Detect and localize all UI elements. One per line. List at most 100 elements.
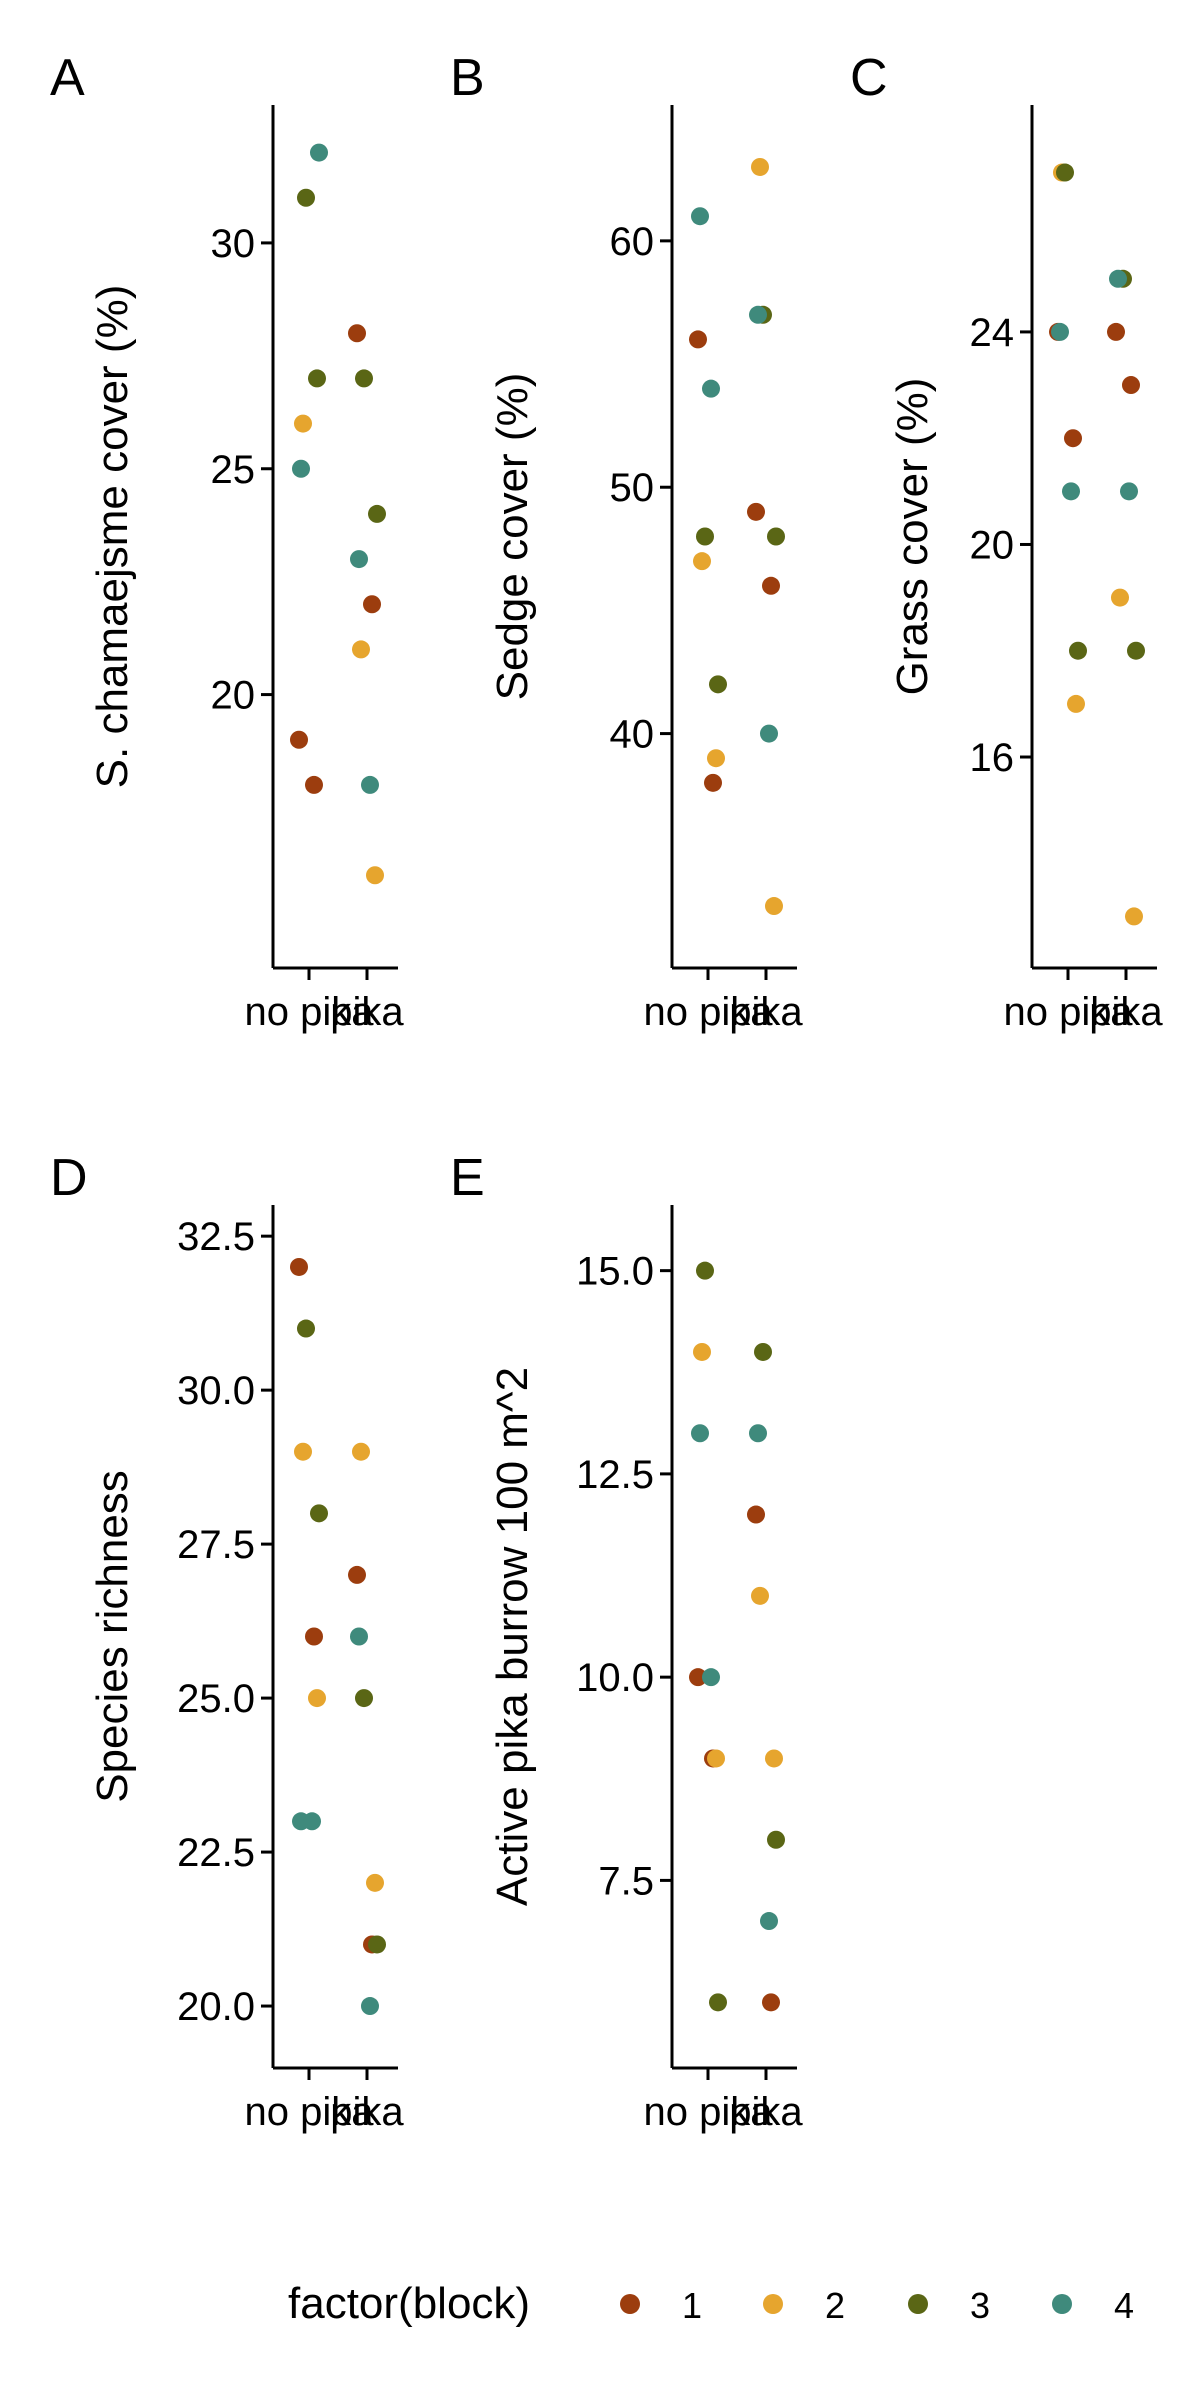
x-tick-label: pika [729, 990, 803, 1034]
data-point-block-1 [348, 1565, 366, 1584]
data-point-block-4 [760, 1912, 778, 1931]
legend-label-1: 1 [682, 2285, 702, 2326]
y-tick-label: 16 [970, 736, 1015, 780]
data-point-block-3 [355, 1689, 373, 1708]
panel-label-d: D [50, 1149, 88, 1207]
y-tick-label: 7.5 [598, 1859, 654, 1903]
data-point-block-4 [702, 1668, 720, 1687]
y-tick-label: 22.5 [177, 1831, 255, 1875]
data-point-block-3 [696, 1261, 714, 1280]
data-point-block-3 [754, 1342, 772, 1361]
data-point-block-4 [1109, 269, 1127, 288]
data-point-block-2 [693, 1342, 711, 1361]
y-tick-label: 27.5 [177, 1523, 255, 1567]
data-point-block-1 [762, 1993, 780, 2012]
data-point-block-2 [352, 1442, 370, 1461]
y-tick-label: 20 [211, 674, 256, 718]
y-tick-label: 30.0 [177, 1369, 255, 1413]
legend-label-4: 4 [1114, 2285, 1134, 2326]
y-tick-label: 32.5 [177, 1215, 255, 1259]
y-axis-title: Sedge cover (%) [488, 373, 537, 701]
legend-key-2 [763, 2294, 783, 2314]
data-point-block-4 [691, 1424, 709, 1443]
data-point-block-3 [709, 1993, 727, 2012]
data-point-block-3 [297, 1319, 315, 1338]
data-point-block-4 [350, 550, 368, 569]
legend-key-1 [620, 2294, 640, 2314]
data-point-block-1 [363, 595, 381, 614]
data-point-block-4 [1062, 482, 1080, 501]
data-point-block-2 [366, 1873, 384, 1892]
data-point-block-2 [707, 749, 725, 768]
y-tick-label: 40 [610, 713, 655, 757]
data-point-block-3 [696, 527, 714, 546]
y-axis-title: Grass cover (%) [888, 378, 937, 696]
data-point-block-4 [350, 1627, 368, 1646]
data-point-block-2 [1067, 694, 1085, 713]
y-tick-label: 24 [970, 311, 1015, 355]
data-point-block-2 [1125, 907, 1143, 926]
y-tick-label: 30 [211, 222, 256, 266]
data-point-block-3 [1056, 163, 1074, 182]
x-tick-label: pika [1089, 990, 1163, 1034]
data-point-block-2 [294, 1442, 312, 1461]
data-point-block-2 [765, 1749, 783, 1768]
data-point-block-1 [1107, 322, 1125, 341]
y-tick-label: 15.0 [576, 1250, 654, 1294]
data-point-block-4 [292, 459, 310, 478]
panel-label-a: A [50, 49, 85, 107]
legend-key-3 [908, 2294, 928, 2314]
x-tick-label: no pika [644, 2090, 774, 2134]
data-point-block-2 [308, 1689, 326, 1708]
legend-title: factor(block) [288, 2279, 530, 2328]
y-tick-label: 20 [970, 523, 1015, 567]
x-tick-label: pika [330, 990, 404, 1034]
data-point-block-3 [767, 527, 785, 546]
data-point-block-3 [310, 1504, 328, 1523]
data-point-block-2 [751, 1586, 769, 1605]
data-point-block-3 [368, 504, 386, 523]
y-tick-label: 12.5 [576, 1453, 654, 1497]
data-point-block-4 [361, 1997, 379, 2016]
data-point-block-1 [747, 1505, 765, 1524]
y-tick-label: 60 [610, 220, 655, 264]
data-point-block-4 [361, 775, 379, 794]
data-point-block-1 [1122, 376, 1140, 395]
data-point-block-1 [1064, 429, 1082, 448]
data-point-block-2 [751, 157, 769, 176]
panel-label-e: E [450, 1149, 485, 1207]
y-tick-label: 25 [211, 448, 256, 492]
x-tick-label: pika [729, 2090, 803, 2134]
legend-label-2: 2 [825, 2285, 845, 2326]
data-point-block-1 [747, 502, 765, 521]
data-point-block-3 [709, 675, 727, 694]
data-point-block-4 [749, 305, 767, 324]
data-point-block-4 [702, 379, 720, 398]
x-tick-label: no pika [1004, 990, 1134, 1034]
data-point-block-3 [297, 188, 315, 207]
y-tick-label: 50 [610, 466, 655, 510]
data-point-block-2 [366, 866, 384, 885]
y-axis-title: Active pika burrow 100 m^2 [488, 1367, 537, 1906]
data-point-block-2 [765, 897, 783, 916]
x-tick-label: no pika [245, 2090, 375, 2134]
data-point-block-1 [290, 730, 308, 749]
x-tick-label: no pika [644, 990, 774, 1034]
y-tick-label: 25.0 [177, 1677, 255, 1721]
data-point-block-4 [760, 724, 778, 743]
x-tick-label: pika [330, 2090, 404, 2134]
data-point-block-4 [749, 1424, 767, 1443]
data-point-block-1 [689, 330, 707, 349]
panel-label-c: C [850, 49, 888, 107]
data-point-block-1 [290, 1257, 308, 1276]
data-point-block-1 [348, 324, 366, 343]
data-point-block-1 [689, 1668, 707, 1687]
data-point-block-4 [310, 143, 328, 162]
data-point-block-2 [693, 552, 711, 571]
y-axis-title: Species richness [88, 1470, 137, 1803]
data-point-block-3 [767, 1830, 785, 1849]
data-point-block-1 [762, 576, 780, 595]
data-point-block-4 [691, 207, 709, 226]
legend-key-4 [1052, 2294, 1072, 2314]
